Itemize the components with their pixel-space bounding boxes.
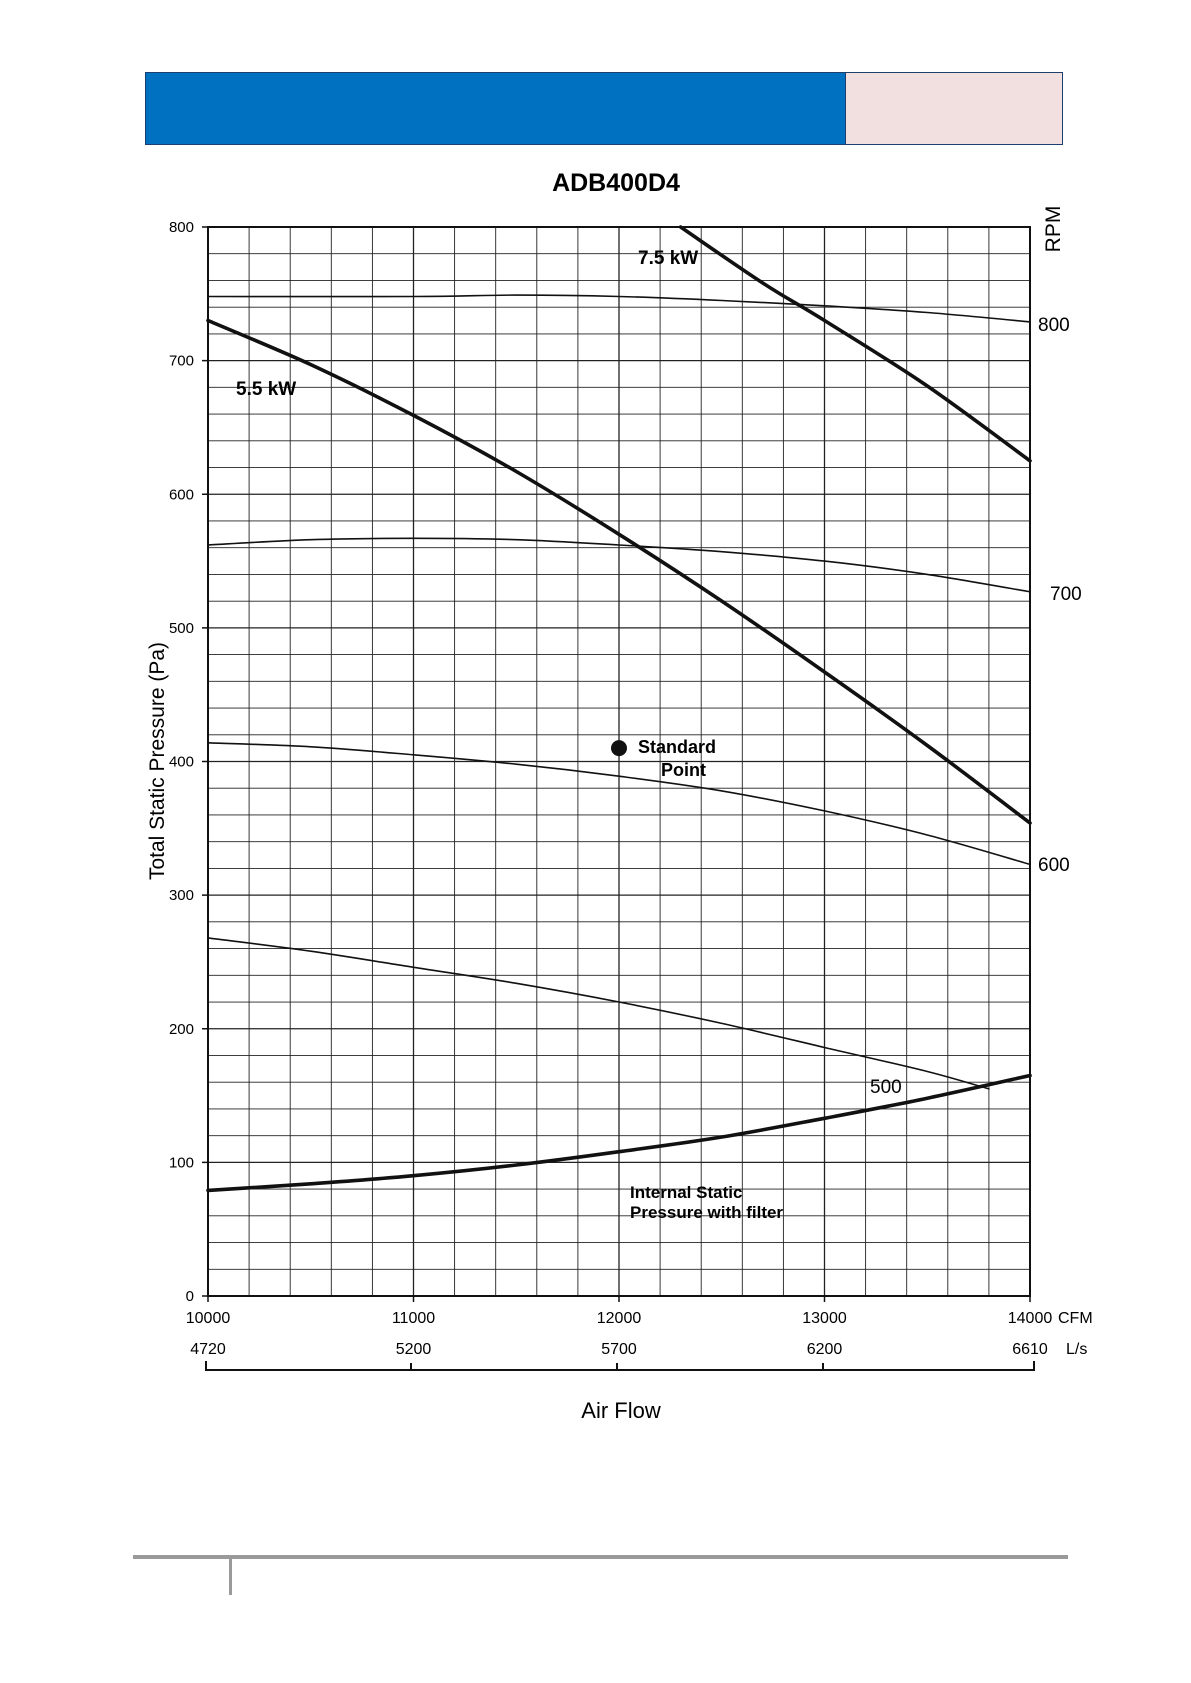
x-tick-label: 12000 (597, 1310, 642, 1327)
system-curve-label-line-2: Pressure with filter (630, 1203, 783, 1222)
y-tick-label: 300 (169, 887, 194, 904)
right-axis-label: RPM (1042, 206, 1065, 253)
y-tick-label: 800 (169, 219, 194, 236)
series-line-500 (207, 937, 990, 1090)
series-line-600 (207, 742, 1031, 866)
header-pink-panel (845, 73, 1062, 144)
rpm-label-500: 500 (870, 1077, 902, 1098)
x2-units-label: L/s (1066, 1341, 1087, 1358)
y-tick-label: 500 (169, 620, 194, 637)
standard-point-marker (611, 740, 627, 757)
x2-tick-label: 6610 (1012, 1341, 1048, 1358)
y-tick-label: 400 (169, 754, 194, 771)
header-blue-panel (146, 73, 845, 144)
chart-axes: 0 100 200 300 400 500 600 700 800 10000 11000 12000… (169, 219, 1052, 1358)
rpm-label-800: 800 (1038, 315, 1070, 336)
series-line-7-5-kw (678, 225, 1032, 463)
series-line-internal-static-pressure-with-filter (206, 1073, 1032, 1193)
rpm-label-600: 600 (1038, 855, 1070, 876)
y-tick-label: 200 (169, 1021, 194, 1038)
x-tick-label: 13000 (802, 1310, 847, 1327)
series-line-700 (207, 537, 1031, 593)
header-bar (145, 72, 1063, 145)
x-axis-label: Air Flow (581, 1398, 661, 1423)
y-axis-label: Total Static Pressure (Pa) (146, 642, 169, 880)
power-label-7-5kw: 7.5 kW (638, 248, 698, 269)
y-tick-label: 0 (186, 1288, 194, 1305)
footer-rule (133, 1555, 1068, 1559)
power-label-5-5kw: 5.5 kW (236, 379, 296, 400)
y-tick-label: 600 (169, 486, 194, 503)
x2-tick-label: 6200 (807, 1341, 843, 1358)
y-tick-label: 100 (169, 1154, 194, 1171)
series-line-800 (207, 294, 1031, 323)
chart-title: ADB400D4 (552, 169, 680, 197)
y-tick-label: 700 (169, 353, 194, 370)
airflow-bracket (205, 1361, 1035, 1371)
x-tick-label: 11000 (392, 1310, 435, 1327)
standard-point-label-line-1: Standard (638, 737, 716, 757)
x2-tick-label: 5200 (396, 1341, 432, 1358)
chart-series (206, 225, 1032, 1193)
system-curve-label-line-1: Internal Static (630, 1183, 742, 1202)
x-tick-label: 14000 (1008, 1310, 1053, 1327)
x2-tick-label: 4720 (190, 1341, 226, 1358)
x2-tick-label: 5700 (601, 1341, 637, 1358)
x-tick-label: 10000 (186, 1310, 231, 1327)
x-units-label: CFM (1058, 1310, 1093, 1327)
rpm-label-700: 700 (1050, 584, 1082, 605)
standard-point-label-line-2: Point (661, 760, 706, 780)
series-line-5-5-kw (206, 318, 1032, 825)
footer-tick (229, 1559, 232, 1595)
chart-grid (208, 227, 1030, 1296)
